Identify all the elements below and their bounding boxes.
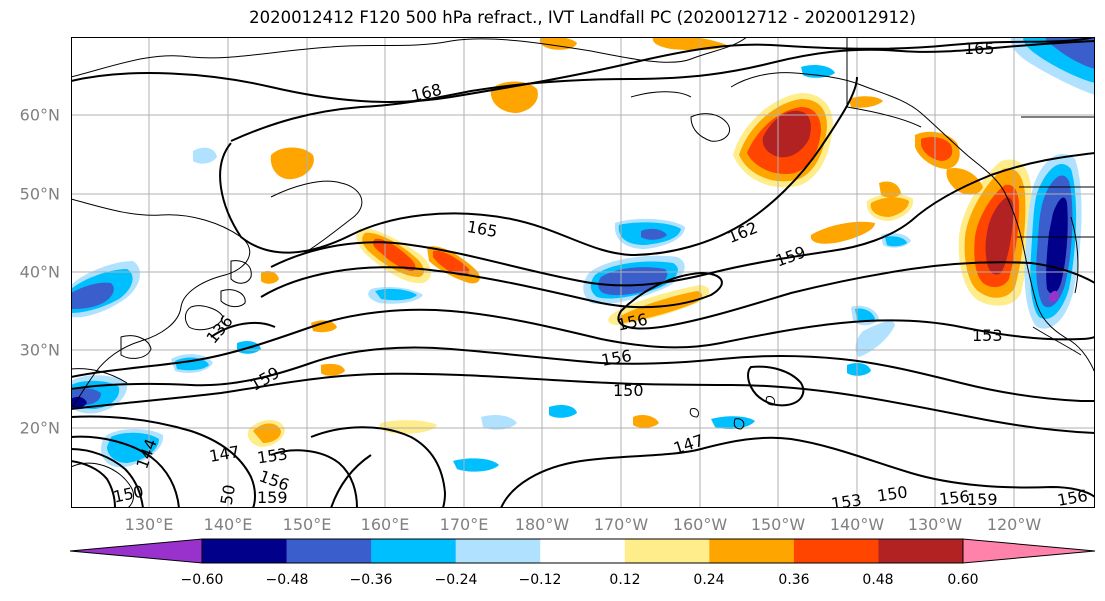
colorbar-tick-label: −0.24: [434, 572, 478, 588]
latitude-label: 30°N: [19, 340, 60, 360]
latitude-label: 60°N: [19, 105, 60, 125]
longitude-label: 180°W: [514, 515, 570, 534]
longitude-label: 140°E: [203, 515, 253, 534]
longitude-label: 140°W: [829, 515, 885, 534]
latitude-label: 50°N: [19, 184, 60, 204]
colorbar-tick-label: −0.12: [518, 572, 562, 588]
longitude-label: 170°E: [439, 515, 489, 534]
longitude-label: 130°W: [907, 515, 963, 534]
coastlines: [71, 37, 1095, 508]
longitude-label: 150°E: [282, 515, 332, 534]
longitude-label: 170°W: [593, 515, 649, 534]
colorbar-extend-high: [963, 539, 1095, 563]
longitude-label: 130°E: [124, 515, 174, 534]
contour-label: 156: [1056, 486, 1089, 508]
colorbar-segment: [709, 539, 795, 563]
colorbar-segment: [793, 539, 879, 563]
colorbar-extend-low: [70, 539, 202, 563]
colorbar-tick-label: 0.36: [778, 572, 810, 588]
colorbar: [69, 538, 1096, 568]
map-panel: 165 168 165 162 159 156 156 153 150 147 …: [71, 37, 1095, 512]
colorbar-segment: [455, 539, 541, 563]
longitude-label: 120°W: [986, 515, 1042, 534]
contour-label: 150: [613, 381, 644, 400]
colorbar-tick-label: 0.12: [609, 572, 641, 588]
map-title: 2020012412 F120 500 hPa refract., IVT La…: [249, 8, 916, 27]
colorbar-segment: [878, 539, 964, 563]
longitude-label: 160°E: [360, 515, 410, 534]
contour-label: 153: [972, 326, 1003, 345]
latitude-label: 40°N: [19, 262, 60, 282]
colorbar-tick-label: −0.36: [349, 572, 393, 588]
colorbar-tick-label: 0.24: [693, 572, 725, 588]
latitude-label: 20°N: [19, 418, 60, 438]
contour-label: 150: [215, 483, 239, 508]
map-canvas: 165 168 165 162 159 156 156 153 150 147 …: [71, 37, 1095, 508]
contour-label: 159: [967, 490, 998, 508]
map-frame: [71, 37, 1095, 508]
colorbar-segment: [371, 539, 457, 563]
colorbar-tick-label: 0.60: [947, 572, 979, 588]
contour-label: 156: [938, 487, 970, 508]
contour-label: 153: [830, 490, 863, 508]
contour-label: 153: [256, 444, 289, 467]
contour-label: 165: [964, 39, 995, 58]
colorbar-tick-label: −0.48: [265, 572, 309, 588]
longitude-label: 150°W: [750, 515, 806, 534]
colorbar-segment: [202, 539, 288, 563]
contour-label: 150: [876, 482, 909, 505]
height-contours: [71, 37, 1095, 508]
colorbar-segment: [286, 539, 372, 563]
colorbar-tick-label: −0.60: [180, 572, 224, 588]
longitude-label: 160°W: [672, 515, 728, 534]
colorbar-segment: [624, 539, 710, 563]
colorbar-strip: [69, 538, 1096, 564]
colorbar-segment: [540, 539, 626, 563]
contour-label: 159: [257, 488, 288, 507]
colorbar-tick-label: 0.48: [862, 572, 894, 588]
